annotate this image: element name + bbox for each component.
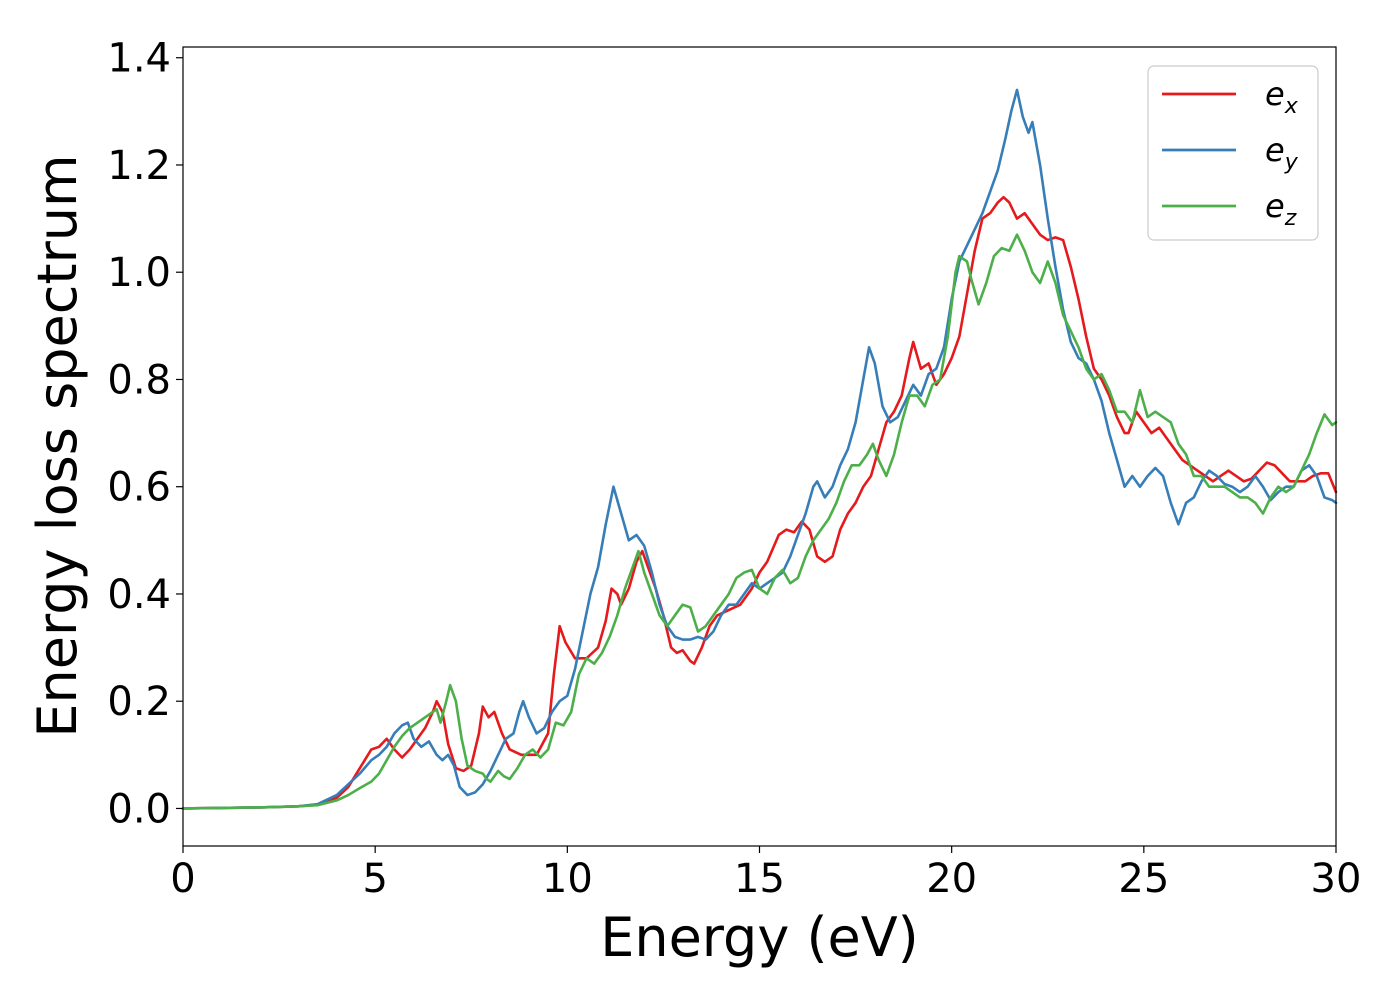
y-tick-label: 0.8 (107, 357, 171, 403)
y-tick-label: 1.2 (107, 143, 171, 189)
x-tick-label: 20 (926, 856, 977, 902)
legend-label-ez: ez (1265, 187, 1297, 231)
series-line-ez (181, 233, 1338, 810)
y-axis: 0.0 0.2 0.4 0.6 0.8 1.0 1.2 1.4 (107, 36, 183, 832)
series-layer (181, 88, 1338, 810)
legend-label-ey: ey (1265, 131, 1299, 175)
series-line-ex (181, 195, 1338, 810)
x-axis: 0 5 10 15 20 25 30 (170, 846, 1361, 902)
x-tick-label: 25 (1118, 856, 1169, 902)
series-line-ey (181, 88, 1338, 810)
legend-label-ex: ex (1265, 75, 1299, 119)
plot-area-background (183, 47, 1336, 846)
y-tick-label: 1.0 (107, 250, 171, 296)
x-tick-label: 5 (362, 856, 387, 902)
y-tick-label: 0.4 (107, 572, 171, 618)
y-tick-label: 0.2 (107, 679, 171, 725)
y-axis-label: Energy loss spectrum (26, 154, 89, 737)
x-axis-label: Energy (eV) (600, 906, 919, 969)
x-tick-label: 10 (542, 856, 593, 902)
y-tick-label: 0.0 (107, 786, 171, 832)
x-tick-label: 30 (1311, 856, 1362, 902)
x-tick-label: 0 (170, 856, 195, 902)
legend: ex ey ez (1147, 65, 1319, 241)
x-tick-label: 15 (734, 856, 785, 902)
y-tick-label: 0.6 (107, 465, 171, 511)
legend-frame (1147, 65, 1319, 241)
y-tick-label: 1.4 (107, 36, 171, 82)
